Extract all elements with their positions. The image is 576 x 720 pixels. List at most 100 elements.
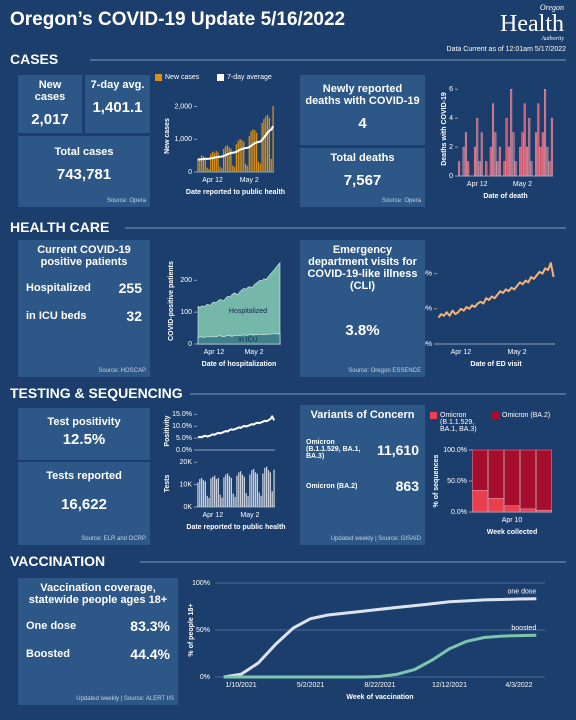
bar [503,161,506,177]
label: Total cases [54,146,114,158]
bar [230,477,233,507]
series-label: in ICU [238,336,257,343]
bar [271,491,273,507]
bar [541,132,544,177]
bar [252,468,255,507]
bar [244,163,247,172]
x-tick-label: 1/10/2021 [225,682,256,689]
value: 1,401.1 [92,99,143,116]
bar [217,477,220,507]
value: 16,622 [61,496,107,513]
bar [535,132,538,177]
bar [204,481,207,507]
source: Source: HOSCAP [98,368,146,374]
y-axis-title: % of people 18+ [188,603,195,656]
y-axis-title: Deaths with COVID-19 [441,92,448,166]
y-tick-label: 0 [188,169,192,176]
bar [496,161,499,177]
logo: Oregon Health Authority [500,4,564,43]
row-label: Hospitalized [26,282,91,294]
x-axis-title: Date reported to public health [186,189,285,196]
bar [505,117,508,177]
y-tick-label: 1,000 [174,136,192,143]
label: Emergency department visits for COVID-19… [307,244,418,292]
bar [243,141,245,172]
row-value: 863 [395,478,419,494]
y-axis-title: Positivity [164,415,171,446]
section-title: VACCINATION [10,553,106,569]
bar [206,167,208,172]
bar [225,474,227,507]
source: Source: Opera [106,198,146,204]
bar [525,146,528,177]
bar [210,478,212,507]
y-tick-label: 2,000 [174,103,192,110]
label: Total deaths [330,152,395,164]
x-tick-label: 5/2/2021 [297,682,324,689]
bar [458,161,461,177]
legend-item: 7-day average [217,74,279,81]
x-axis-title: Date of death [483,193,527,200]
bar [219,494,221,507]
x-tick-label: May 2 [513,181,532,188]
bar [268,118,271,172]
y-tick-label: 5.0% [176,435,192,442]
y-tick-label: 15.0% [172,411,192,418]
label: Vaccination coverage, statewide people a… [28,582,168,606]
bar [230,148,232,172]
bar [211,151,214,172]
source: Source: ELR and OCRP [81,536,146,542]
y-tick-label: 10K [180,481,193,488]
row-value: 32 [126,308,142,324]
bar [512,132,515,177]
line [197,415,276,439]
bar [270,158,272,172]
legend-item: New cases [155,74,217,81]
y-tick-label: 0.0% [451,509,467,516]
bar [222,149,225,172]
bar [489,146,492,177]
x-tick-label: May 2 [508,349,527,356]
tile: Variants of Concern Omicron (B.1.1.529, … [300,405,425,545]
bar [269,472,272,507]
source: Source: Opera [381,198,421,204]
bar [530,161,533,177]
bar [254,472,257,507]
bar [199,479,201,507]
bar [492,103,495,177]
bar [237,140,239,172]
bar [260,495,262,507]
bar [239,138,241,172]
bar [200,477,203,507]
bar [273,469,275,507]
bar [539,146,542,177]
bar [478,161,481,177]
bar [510,89,513,177]
label: Current COVID-19 positive patients [37,244,131,268]
y-axis-title: % of sequences [433,454,440,507]
bar [266,114,269,172]
bar [249,474,251,507]
bar [488,449,504,499]
series-label: Hospitalized [229,308,267,315]
bar [548,161,551,177]
legend-swatch [217,74,224,81]
bar [514,161,517,177]
x-tick-label: 4/3/2022 [505,682,532,689]
bar [215,479,218,507]
bar [494,132,497,177]
y-tick-label: 0.0% [176,447,192,454]
bar [247,496,249,507]
bar [528,117,531,177]
row: in ICU beds 32 [26,308,142,324]
bar [504,505,520,513]
y-tick-label: 4 [449,115,453,122]
x-axis-title: Date reported to public health [186,524,285,531]
bar [523,103,526,177]
bar [246,165,249,172]
x-axis-title: Week of vaccination [346,694,413,701]
label: Tests reported [46,470,122,482]
tile: Emergency department visits for COVID-19… [300,240,425,377]
